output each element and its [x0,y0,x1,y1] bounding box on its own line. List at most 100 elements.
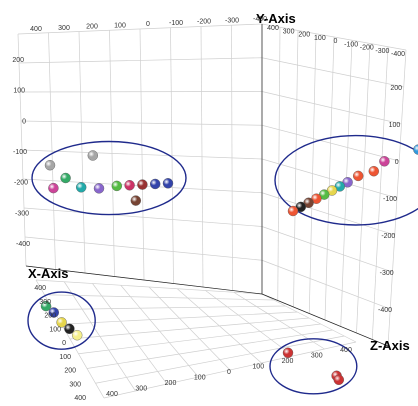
data-point-sphere [71,330,83,341]
z-tick-label-floor: 400 [340,347,352,354]
data-point [40,300,52,312]
y-tick-label-right: -200 [381,233,395,240]
grid-line [261,226,393,273]
data-point [287,205,299,217]
z-tick-label-top: -300 [375,48,389,55]
data-point [71,330,83,341]
grid-line [78,323,321,355]
x-tick-label-floor: 400 [34,285,46,292]
data-point-sphere [353,170,364,182]
x-tick-label-top: 400 [30,26,42,33]
grid-line [261,259,391,310]
data-point-sphere [60,172,71,184]
data-point-sphere [413,144,418,155]
y-tick-label-left: -300 [15,210,29,217]
data-point-sphere [333,374,344,385]
data-points [40,144,418,385]
data-point [282,347,294,358]
data-point-sphere [64,323,75,334]
grid-line [356,43,371,334]
tick-labels: 400 300 200 100 0 -100 -200 -300 -4002001000-100… [12,16,405,402]
data-point-sphere [287,205,299,217]
y-tick-label-left: -400 [16,241,30,248]
grid-line [170,27,174,284]
data-point [353,170,364,182]
data-point [333,374,344,385]
grid-line [63,281,136,392]
y-tick-label-right: -400 [378,307,392,314]
data-point [87,150,99,161]
data-point [56,317,67,328]
x-tick-label-top: 100 [114,22,126,29]
z-axis-line [261,293,389,347]
x-tick-label-floor: 200 [44,313,56,320]
data-point-sphere [56,317,67,328]
data-point [48,307,59,318]
data-point-sphere [379,156,390,167]
grid-line [261,192,395,236]
grid-line [200,26,204,288]
z-tick-label-top: 200 [298,32,310,39]
data-point-sphere [93,183,105,194]
grid-line [95,335,345,384]
data-point-sphere [130,195,142,206]
data-point [64,323,75,334]
data-point [48,182,59,194]
z-tick-label-floor: 0 [227,369,231,376]
data-point [379,156,390,167]
cluster-ellipse [269,338,358,395]
x-tick-label-top: -100 [169,20,183,27]
data-point-sphere [87,150,99,161]
z-tick-label-top: 300 [283,28,295,35]
x-axis-title: X-Axis [28,266,68,281]
x-tick-label-floor: 0 [62,340,66,347]
cluster-ellipse [31,140,187,216]
y-tick-label-left: 100 [13,88,25,95]
data-point [413,144,418,155]
y-tick-label-right: 200 [390,85,402,92]
y-tick-label-left: 0 [22,118,26,125]
y-tick-label-right: 0 [395,159,399,166]
x-tick-label-top: -200 [197,19,211,26]
data-point-sphere [162,178,174,189]
grid-line [21,149,263,160]
y-tick-label-left: 200 [12,57,24,64]
y-tick-label-left: -100 [13,149,27,156]
grid-line [148,286,231,371]
z-axis-title: Z-Axis [370,338,410,353]
z-tick-label-top: 100 [314,35,326,42]
data-point-sphere [137,179,148,190]
data-point-sphere [282,347,294,358]
data-point [75,182,87,193]
y-axis-title: Y-Axis [256,11,296,26]
data-point-sphere [75,182,87,193]
data-point-sphere [40,300,52,312]
x-tick-label-floor: 300 [69,381,81,388]
grid-line [371,46,389,340]
z-tick-label-top: -400 [391,51,405,58]
data-point [130,195,142,206]
x-tick-label-top: -400 [253,16,267,23]
data-point-sphere [149,178,161,190]
grid-line [261,158,398,199]
data-point [162,178,174,189]
grid-line [35,279,105,399]
y-tick-label-right: -300 [380,270,394,277]
cluster-ellipse [274,134,418,226]
grid-line [103,341,357,399]
data-point [149,178,161,190]
z-tick-label-floor: 100 [194,375,206,382]
data-point [93,183,105,194]
data-point-sphere [48,182,59,194]
z-tick-label-top: -100 [344,41,358,48]
cluster-ellipses [27,134,418,395]
z-tick-label-top: -200 [360,45,374,52]
z-tick-label-top: 0 [334,38,338,45]
z-tick-label-floor: 100 [252,364,264,371]
x-tick-label-top: 0 [146,21,150,28]
z-tick-label-floor: 200 [282,358,294,365]
x-tick-label-floor: 100 [49,326,61,333]
y-tick-label-right: -100 [383,196,397,203]
